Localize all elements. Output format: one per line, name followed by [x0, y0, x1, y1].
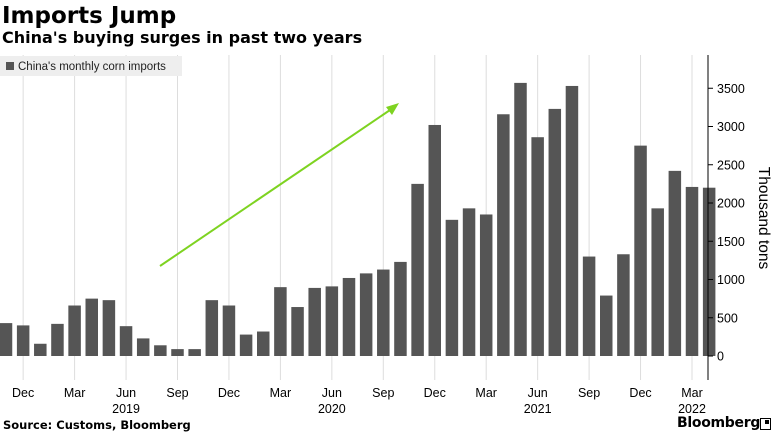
bar — [565, 85, 579, 356]
x-tick-label: Mar — [270, 386, 292, 400]
x-tick-label: Sep — [372, 386, 394, 400]
chart-subtitle: China's buying surges in past two years — [2, 28, 363, 47]
y-tick-label: 500 — [717, 311, 738, 325]
x-year-label: 2020 — [318, 402, 346, 416]
bar — [359, 273, 373, 356]
bar — [51, 323, 64, 356]
bar — [411, 183, 424, 356]
bar — [257, 331, 270, 356]
bar — [102, 300, 116, 356]
bar — [16, 325, 30, 356]
y-tick-label: 1000 — [717, 273, 745, 287]
x-tick-label: Dec — [12, 386, 34, 400]
x-tick-label: Jun — [116, 386, 136, 400]
bar — [342, 277, 356, 356]
x-tick-label: Jun — [322, 386, 342, 400]
bar — [445, 219, 459, 356]
bar — [582, 256, 596, 356]
x-year-label: 2019 — [112, 402, 140, 416]
y-tick-label: 3500 — [717, 82, 745, 96]
bar — [514, 82, 527, 357]
legend-label: China's monthly corn imports — [18, 61, 166, 73]
bar — [685, 186, 699, 356]
bar — [702, 187, 716, 356]
x-year-label: 2022 — [678, 402, 706, 416]
bar — [274, 287, 287, 356]
bar — [462, 208, 476, 356]
x-tick-label: Mar — [475, 386, 497, 400]
bar — [325, 286, 339, 356]
bar — [171, 349, 184, 356]
bar — [394, 261, 407, 356]
brand-logo: Bloomberg — [677, 415, 761, 431]
bar — [85, 298, 98, 356]
x-tick-label: Sep — [578, 386, 600, 400]
y-tick-label: 2000 — [717, 197, 745, 211]
x-year-label: 2021 — [524, 402, 552, 416]
bar — [668, 170, 682, 356]
legend-background — [0, 56, 182, 76]
y-tick-label: 1500 — [717, 235, 745, 249]
bar — [428, 124, 441, 356]
x-tick-label: Dec — [218, 386, 240, 400]
y-tick-label: 0 — [717, 350, 724, 364]
bar — [188, 349, 201, 356]
chart-title: Imports Jump — [2, 3, 177, 29]
bar — [600, 295, 613, 356]
bar — [222, 305, 236, 356]
bar — [651, 208, 664, 356]
y-tick-label: 2500 — [717, 158, 745, 172]
bar — [617, 254, 630, 356]
bar — [531, 137, 544, 356]
bar — [136, 338, 150, 356]
chart-bars — [0, 82, 716, 357]
bar — [377, 269, 390, 356]
bar — [239, 334, 253, 356]
y-axis-label: Thousand tons — [755, 167, 772, 270]
brand-icon — [760, 418, 771, 430]
chart-axes: 0 500 1000 1500 2000 2500 3000 3500 Thousand ton… — [12, 55, 772, 416]
bar — [291, 307, 304, 356]
legend-swatch — [6, 62, 14, 70]
bar — [205, 300, 219, 356]
bar — [479, 214, 493, 356]
chart-annotation — [159, 103, 399, 267]
bar — [308, 287, 321, 356]
annotation-arrow-head — [386, 103, 399, 115]
x-tick-label: Mar — [64, 386, 86, 400]
x-tick-label: Mar — [681, 386, 703, 400]
bar — [68, 305, 81, 356]
bar — [634, 145, 647, 356]
x-tick-label: Dec — [424, 386, 446, 400]
source-note: Source: Customs, Bloomberg — [3, 418, 191, 432]
y-tick-label: 3000 — [717, 120, 745, 134]
bar — [154, 345, 167, 356]
x-tick-label: Dec — [629, 386, 651, 400]
x-tick-label: Sep — [166, 386, 188, 400]
bar — [497, 114, 510, 356]
annotation-arrow-shaft — [159, 107, 394, 267]
bar — [119, 326, 133, 356]
chart-legend: China's monthly corn imports — [0, 56, 182, 76]
bar — [0, 323, 13, 356]
bar — [34, 343, 47, 356]
bar — [548, 108, 562, 356]
x-tick-label: Jun — [528, 386, 548, 400]
